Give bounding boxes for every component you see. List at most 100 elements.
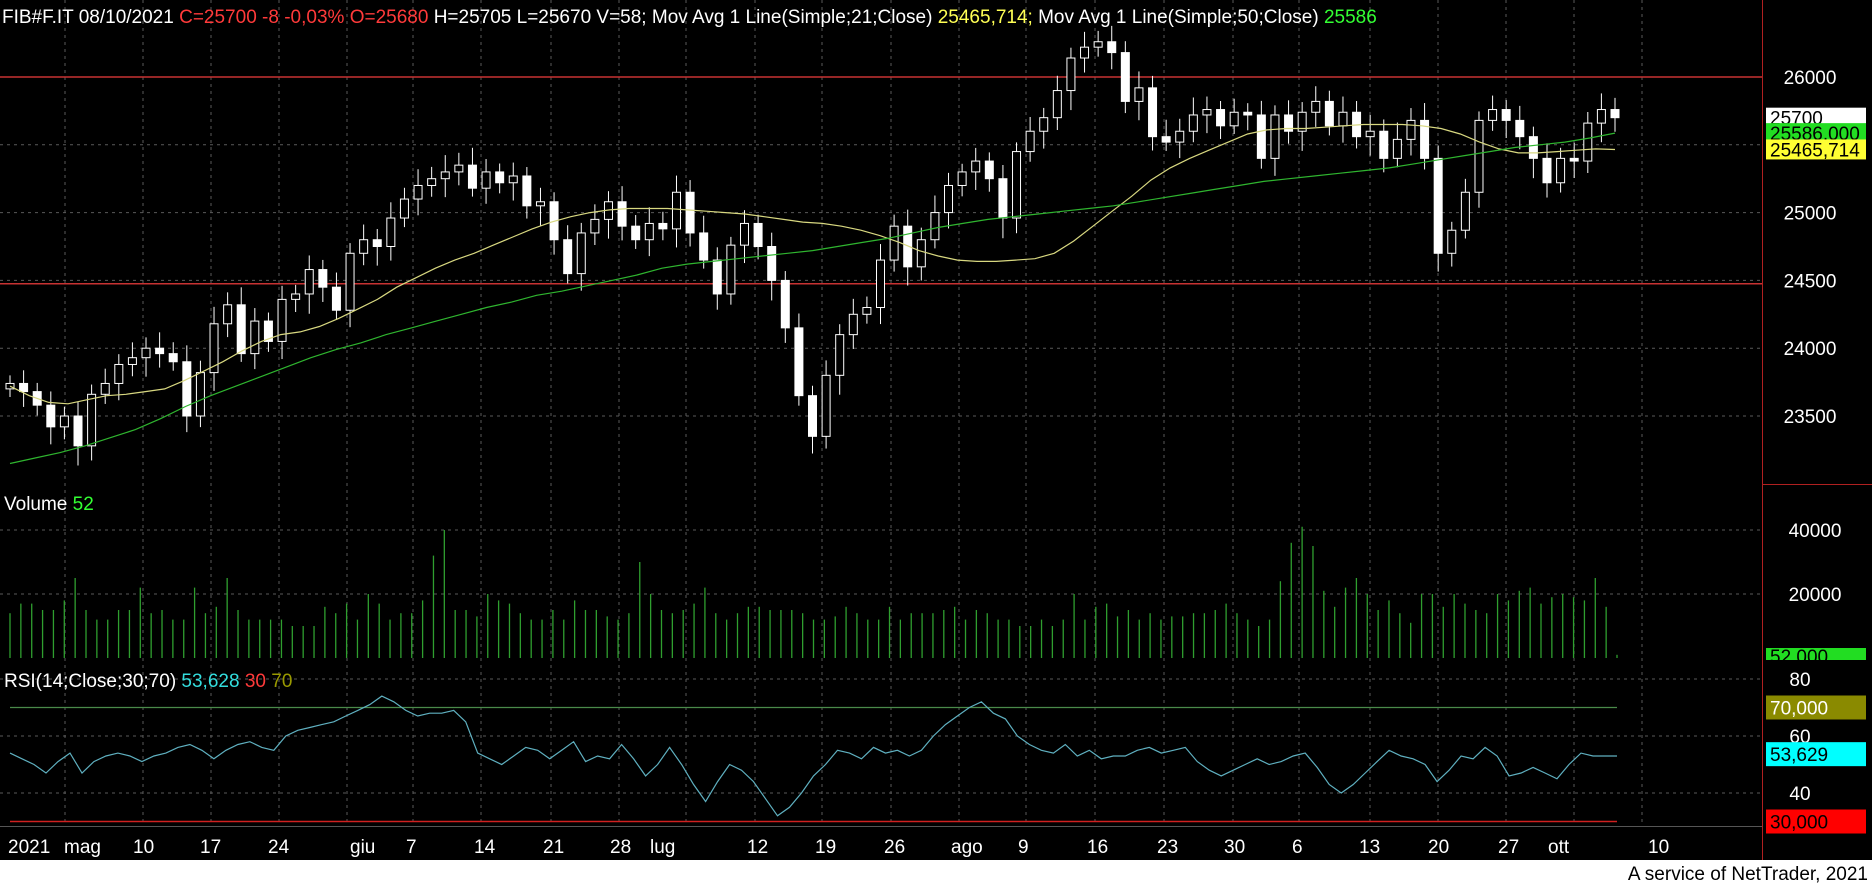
candle-body: [1379, 130, 1389, 159]
rsi-legend: RSI(14;Close;30;70) 53,628 30 70: [4, 671, 292, 692]
last-price-tag-bg: [1766, 107, 1866, 128]
ma21-price-tag-text: 25465,714: [1770, 140, 1860, 161]
rsi-tag-text: 53,629: [1770, 745, 1828, 766]
candle-body: [1284, 114, 1294, 132]
candle-body: [631, 225, 641, 241]
candle-body: [930, 212, 940, 241]
candle-body: [1596, 109, 1606, 124]
candle-body: [862, 307, 872, 315]
y-tick-label: 20000: [1789, 585, 1842, 606]
candle-body: [671, 191, 681, 230]
candle-body: [1297, 111, 1307, 132]
candle-body: [277, 298, 287, 342]
candle-body: [495, 171, 505, 184]
header-legend-part: FIB#F.IT 08/10/2021: [2, 7, 179, 28]
candle-body: [998, 178, 1008, 219]
candle-body: [563, 239, 573, 275]
candle-body: [808, 395, 817, 437]
x-tick-label: 20: [1428, 837, 1449, 858]
x-tick-label: 2021: [8, 837, 50, 858]
candle-body: [767, 246, 777, 281]
candle-body: [182, 361, 192, 417]
x-tick-label: 7: [406, 837, 417, 858]
header-legend-part: 25586: [1324, 7, 1377, 28]
candle-body: [889, 225, 899, 261]
candle-body: [481, 171, 491, 189]
candle-body: [345, 252, 355, 311]
candle-body: [1188, 114, 1198, 132]
candle-body: [1256, 114, 1266, 159]
ma21-line: [9, 123, 1616, 405]
y-tick-label: 23500: [1784, 407, 1837, 428]
x-tick-label: ott: [1548, 837, 1570, 858]
candle-body: [1501, 109, 1511, 121]
candle-body: [1175, 130, 1185, 143]
candle-body: [1460, 191, 1470, 231]
rsi-line: [9, 695, 1617, 817]
candle-body: [1365, 130, 1375, 138]
rsi-tag-text: 30,000: [1770, 813, 1828, 834]
candle-body: [318, 269, 328, 288]
ma21-price-tag-bg: [1766, 139, 1866, 160]
candle-body: [331, 286, 341, 311]
candle-body: [535, 201, 545, 207]
candle-body: [1066, 57, 1076, 92]
x-tick-label: 30: [1224, 837, 1245, 858]
candle-body: [304, 269, 314, 295]
candle-body: [971, 160, 981, 173]
header-legend-part: H=25705 L=25670 V=58;: [434, 7, 652, 28]
rsi-legend-part: 53,628: [181, 671, 244, 692]
footer-bar: A service of NetTrader, 2021: [0, 860, 1872, 888]
candle-body: [753, 222, 763, 247]
header-legend-part: Mov Avg 1 Line(Simple;50;Close): [1038, 7, 1324, 28]
header-legend-part: 25465,714;: [938, 7, 1038, 28]
y-tick-label: 26000: [1784, 68, 1837, 89]
candle-body: [59, 415, 69, 428]
x-tick-label: 23: [1157, 837, 1178, 858]
candle-body: [1093, 41, 1103, 48]
candle-body: [1229, 111, 1239, 127]
y-tick-label: 24500: [1784, 271, 1837, 292]
candle-body: [1556, 157, 1566, 184]
candle-body: [1406, 119, 1416, 140]
candle-body: [1583, 122, 1593, 162]
candle-body: [223, 304, 233, 325]
y-tick-label: 80: [1789, 670, 1810, 691]
header-legend-part: C=25700 -8 -0,03%: [179, 7, 350, 28]
x-tick-label: 16: [1087, 837, 1108, 858]
candle-body: [848, 313, 858, 336]
x-tick-label: 13: [1359, 837, 1380, 858]
candle-body: [699, 232, 709, 261]
volume-legend-part: 52: [73, 494, 94, 515]
candle-body: [739, 222, 749, 246]
candle-body: [780, 279, 790, 329]
candle-body: [576, 232, 586, 275]
candle-body: [1134, 87, 1144, 102]
candle-body: [87, 393, 97, 447]
candle-body: [386, 217, 396, 248]
header-legend-part: O=25680: [350, 7, 434, 28]
candle-body: [440, 171, 450, 180]
candle-body: [1542, 157, 1552, 184]
x-tick-label: 21: [543, 837, 564, 858]
candle-body: [726, 244, 736, 295]
candle-body: [454, 164, 464, 173]
header-legend-part: Mov Avg 1 Line(Simple;21;Close): [652, 7, 938, 28]
y-tick-label: 24000: [1784, 339, 1837, 360]
candle-body: [100, 382, 110, 395]
candle-body: [1107, 41, 1117, 54]
x-tick-label: 6: [1292, 837, 1303, 858]
footer-credit: A service of NetTrader, 2021: [1627, 864, 1868, 885]
candle-body: [916, 239, 926, 268]
candle-body: [644, 222, 654, 241]
candle-body: [794, 327, 804, 397]
candle-body: [1528, 136, 1538, 159]
candle-body: [19, 382, 29, 393]
candle-body: [944, 184, 954, 214]
candle-body: [1610, 109, 1620, 119]
candle-body: [522, 175, 532, 207]
candle-body: [1324, 100, 1334, 127]
candle-body: [1569, 157, 1579, 162]
candle-body: [195, 372, 205, 417]
candle-body: [508, 175, 518, 184]
